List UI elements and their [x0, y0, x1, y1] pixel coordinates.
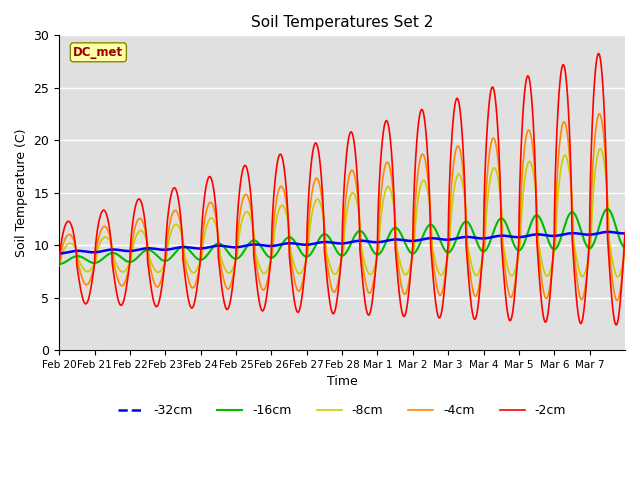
Text: DC_met: DC_met — [74, 46, 124, 59]
Legend: -32cm, -16cm, -8cm, -4cm, -2cm: -32cm, -16cm, -8cm, -4cm, -2cm — [113, 399, 572, 422]
Title: Soil Temperatures Set 2: Soil Temperatures Set 2 — [251, 15, 433, 30]
Y-axis label: Soil Temperature (C): Soil Temperature (C) — [15, 129, 28, 257]
X-axis label: Time: Time — [326, 375, 358, 388]
